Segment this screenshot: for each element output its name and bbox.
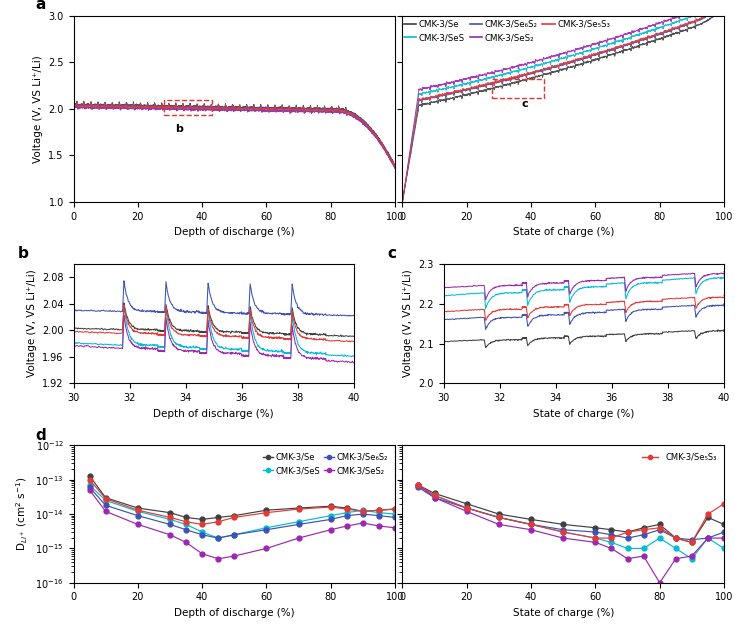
X-axis label: State of charge (%): State of charge (%) bbox=[512, 227, 614, 237]
Legend: CMK-3/Se₅S₃: CMK-3/Se₅S₃ bbox=[639, 450, 720, 466]
Text: c: c bbox=[521, 99, 528, 109]
Y-axis label: Voltage (V, VS Li⁺/Li): Voltage (V, VS Li⁺/Li) bbox=[33, 55, 43, 163]
Text: b: b bbox=[175, 124, 183, 134]
Y-axis label: D$_{Li^+}$ (cm$^2$ s$^{-1}$): D$_{Li^+}$ (cm$^2$ s$^{-1}$) bbox=[14, 477, 29, 551]
Y-axis label: Voltage (V, VS Li⁺/Li): Voltage (V, VS Li⁺/Li) bbox=[403, 270, 413, 377]
Text: a: a bbox=[35, 0, 46, 12]
Legend: CMK-3/Se, CMK-3/SeS, CMK-3/Se₆S₂, CMK-3/SeS₂: CMK-3/Se, CMK-3/SeS, CMK-3/Se₆S₂, CMK-3/… bbox=[259, 450, 391, 478]
X-axis label: Depth of discharge (%): Depth of discharge (%) bbox=[174, 608, 295, 618]
Y-axis label: Voltage (V, VS Li⁺/Li): Voltage (V, VS Li⁺/Li) bbox=[26, 270, 37, 377]
X-axis label: Depth of discharge (%): Depth of discharge (%) bbox=[174, 227, 295, 237]
X-axis label: State of charge (%): State of charge (%) bbox=[512, 608, 614, 618]
Bar bbox=[492, 79, 544, 98]
X-axis label: State of charge (%): State of charge (%) bbox=[533, 409, 634, 419]
X-axis label: Depth of discharge (%): Depth of discharge (%) bbox=[154, 409, 274, 419]
Legend: CMK-3/Se, CMK-3/SeS, CMK-3/Se₆S₂, CMK-3/SeS₂, CMK-3/Se₅S₃: CMK-3/Se, CMK-3/SeS, CMK-3/Se₆S₂, CMK-3/… bbox=[401, 16, 614, 45]
Bar bbox=[163, 100, 212, 115]
Text: b: b bbox=[18, 246, 29, 261]
Text: c: c bbox=[387, 246, 396, 261]
Text: d: d bbox=[35, 428, 46, 443]
